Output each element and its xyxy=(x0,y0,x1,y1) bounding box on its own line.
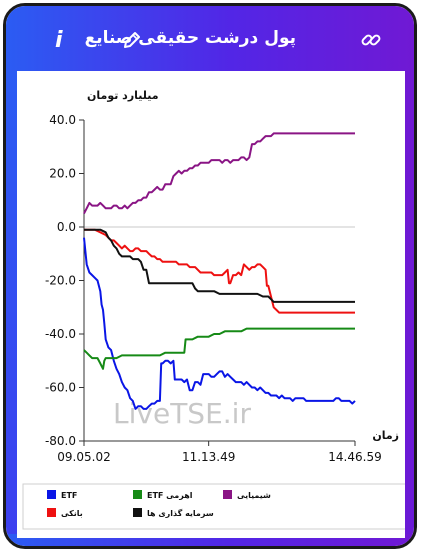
info-icon[interactable]: i xyxy=(46,26,72,53)
legend-swatch xyxy=(223,490,232,499)
y-tick-label: 0.0 xyxy=(57,220,76,234)
y-axis-label: میلیارد تومان xyxy=(87,89,159,102)
legend-swatch xyxy=(47,508,56,517)
legend-label: شیمیایی xyxy=(237,491,271,500)
watermark: LiveTSE.ir xyxy=(113,397,251,430)
series-line-2 xyxy=(83,132,355,215)
legend-label: ETF اهرمی xyxy=(147,491,193,500)
header-bar: i پول درشت حقیقی صنایع xyxy=(6,6,414,71)
series-line-3 xyxy=(84,228,355,314)
y-tick-label: -80.0 xyxy=(45,434,76,448)
y-tick-label: 40.0 xyxy=(49,113,76,127)
app-card: i پول درشت حقیقی صنایع میلیارد تومان 40.… xyxy=(3,3,417,549)
x-tick-label: 14.46.59 xyxy=(328,450,381,464)
link-icon[interactable] xyxy=(360,29,386,55)
money-flow-chart: میلیارد تومان 40.0 20.0 0.0 -20.0 -40.0 -60.0… xyxy=(22,89,407,530)
series-line-0 xyxy=(83,237,356,410)
frame-right xyxy=(403,71,414,546)
y-tick-label: -60.0 xyxy=(45,381,76,395)
legend: ETF ETF اهرمی شیمیایی بانکی سرمایه گذاری ها xyxy=(22,483,407,530)
legend-label: ETF xyxy=(61,491,77,500)
y-tick-label: 20.0 xyxy=(49,167,76,181)
legend-swatch xyxy=(133,508,142,517)
y-tick-label: -20.0 xyxy=(45,274,76,288)
x-tick-label: 09.05.02 xyxy=(57,450,110,464)
x-tick-label: 11.13.49 xyxy=(182,450,235,464)
svg-text:i: i xyxy=(55,28,63,52)
legend-swatch xyxy=(47,490,56,499)
legend-label: بانکی xyxy=(61,509,83,518)
legend-label: سرمایه گذاری ها xyxy=(147,508,214,518)
series-line-4 xyxy=(84,228,355,303)
pencil-icon[interactable] xyxy=(122,30,148,56)
series-line-1 xyxy=(83,327,355,370)
frame-left xyxy=(6,71,17,546)
chart-panel: میلیارد تومان 40.0 20.0 0.0 -20.0 -40.0 -60.0… xyxy=(17,71,407,538)
x-axis-label: زمان xyxy=(372,429,399,442)
page-title: پول درشت حقیقی صنایع xyxy=(84,28,296,48)
legend-swatch xyxy=(133,490,142,499)
y-tick-label: -40.0 xyxy=(45,327,76,341)
